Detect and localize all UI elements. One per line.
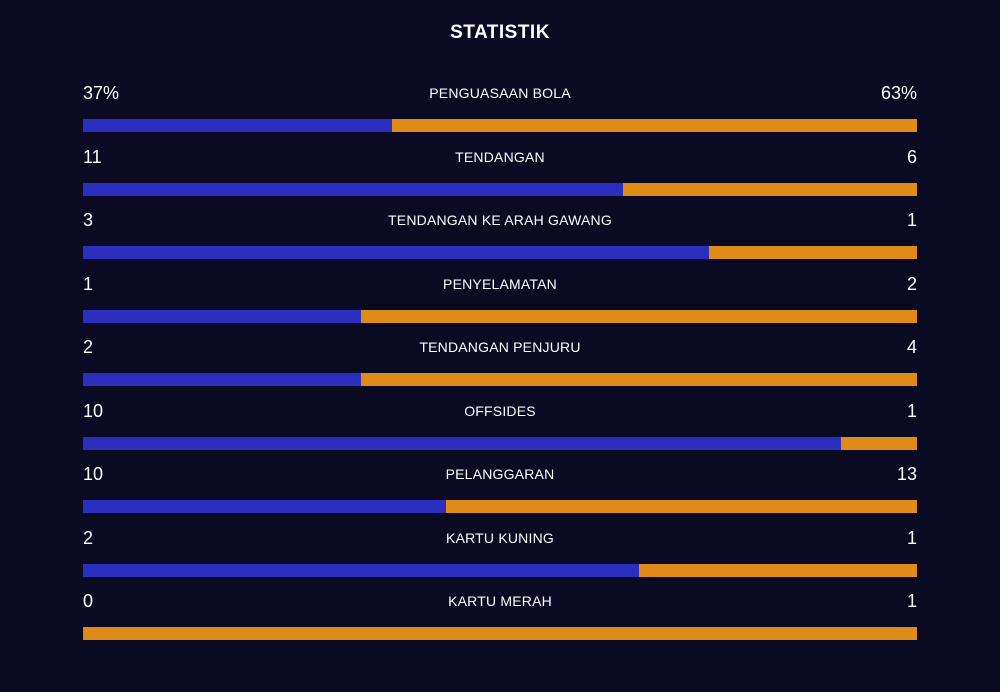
- stat-row: 11 TENDANGAN 6: [83, 142, 917, 206]
- comparison-bar: [83, 500, 917, 513]
- away-value: 13: [896, 464, 917, 484]
- stat-row: 2 KARTU KUNING 1: [83, 523, 917, 587]
- away-bar-fill: [639, 563, 917, 577]
- comparison-bar: [83, 309, 917, 323]
- stat-label: TENDANGAN PENJURU: [419, 339, 581, 355]
- stat-row: 10 OFFSIDES 1: [83, 396, 917, 460]
- comparison-bar: [83, 373, 917, 386]
- home-value: 1: [83, 273, 94, 294]
- stat-label: TENDANGAN: [455, 148, 545, 165]
- home-value: 0: [83, 591, 94, 611]
- away-value: 1: [906, 527, 917, 548]
- away-value: 63%: [880, 83, 917, 103]
- stat-row: 10 PELANGGARAN 13: [83, 459, 917, 523]
- stat-row: 3 TENDANGAN KE ARAH GAWANG 1: [83, 205, 917, 269]
- stat-label: KARTU KUNING: [446, 529, 554, 546]
- home-bar-fill: [83, 563, 640, 577]
- away-bar-fill: [841, 436, 917, 450]
- home-value: 10: [83, 400, 104, 421]
- stat-label: TENDANGAN KE ARAH GAWANG: [388, 212, 612, 228]
- home-bar-fill: [83, 436, 842, 450]
- home-value: 3: [83, 210, 94, 230]
- stat-label: PELANGGARAN: [445, 466, 555, 482]
- home-bar-fill: [83, 373, 361, 386]
- comparison-bar: [83, 563, 917, 577]
- home-bar-fill: [83, 119, 392, 132]
- away-bar-fill: [83, 627, 917, 640]
- away-value: 4: [906, 337, 917, 357]
- comparison-bar: [83, 246, 917, 259]
- away-bar-fill: [360, 309, 917, 323]
- stat-header: 10 OFFSIDES 1: [83, 396, 917, 426]
- stat-header: 11 TENDANGAN 6: [83, 142, 917, 172]
- away-bar-fill: [360, 373, 917, 386]
- away-bar-fill: [445, 500, 917, 513]
- away-value: 6: [906, 146, 917, 167]
- stat-header: 10 PELANGGARAN 13: [83, 459, 917, 489]
- comparison-bar: [83, 436, 917, 450]
- stats-list: 37% PENGUASAAN BOLA 63% 11 TENDANGAN 6 3 TENDAN…: [83, 78, 917, 650]
- stat-row: 2 TENDANGAN PENJURU 4: [83, 332, 917, 396]
- stat-label: KARTU MERAH: [448, 593, 552, 609]
- page-title: STATISTIK: [450, 22, 550, 43]
- home-value: 2: [83, 337, 94, 357]
- away-bar-fill: [708, 246, 917, 259]
- home-value: 2: [83, 527, 94, 548]
- stat-label: PENYELAMATAN: [443, 275, 557, 292]
- comparison-bar: [83, 182, 917, 196]
- stat-label: PENGUASAAN BOLA: [429, 85, 571, 101]
- stat-header: 0 KARTU MERAH 1: [83, 586, 917, 616]
- home-bar-fill: [83, 246, 709, 259]
- comparison-bar: [83, 627, 917, 640]
- stat-row: 1 PENYELAMATAN 2: [83, 269, 917, 333]
- home-bar-fill: [83, 182, 623, 196]
- home-bar-fill: [83, 500, 446, 513]
- stat-header: 2 KARTU KUNING 1: [83, 523, 917, 553]
- stat-header: 1 PENYELAMATAN 2: [83, 269, 917, 299]
- stat-row: 37% PENGUASAAN BOLA 63%: [83, 78, 917, 142]
- stat-label: OFFSIDES: [464, 402, 536, 419]
- away-bar-fill: [622, 182, 917, 196]
- away-value: 1: [906, 210, 917, 230]
- comparison-bar: [83, 119, 917, 132]
- home-value: 11: [83, 146, 102, 167]
- stat-header: 3 TENDANGAN KE ARAH GAWANG 1: [83, 205, 917, 235]
- stat-header: 2 TENDANGAN PENJURU 4: [83, 332, 917, 362]
- away-value: 2: [906, 273, 917, 294]
- away-value: 1: [906, 400, 917, 421]
- home-value: 10: [83, 464, 104, 484]
- stat-row: 0 KARTU MERAH 1: [83, 586, 917, 650]
- home-bar-fill: [83, 309, 361, 323]
- stat-header: 37% PENGUASAAN BOLA 63%: [83, 78, 917, 108]
- home-value: 37%: [83, 83, 120, 103]
- away-bar-fill: [391, 119, 917, 132]
- away-value: 1: [906, 591, 917, 611]
